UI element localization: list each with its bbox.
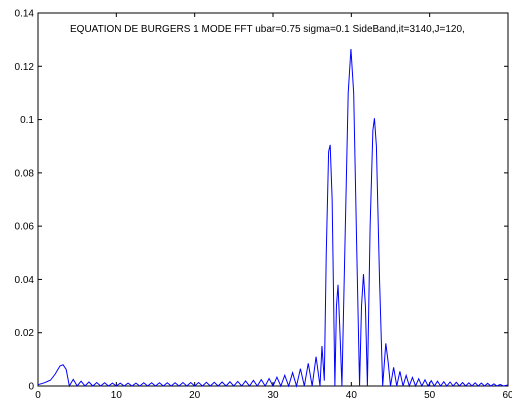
y-tick-label: 0 [28, 382, 34, 393]
x-tick-label: 10 [111, 390, 123, 401]
x-tick-label: 60 [502, 390, 512, 401]
y-tick-label: 0.08 [15, 168, 35, 179]
y-tick-label: 0.1 [20, 115, 34, 126]
y-tick-label: 0.12 [15, 62, 35, 73]
y-tick-label: 0.02 [15, 328, 35, 339]
y-tick-label: 0.14 [15, 9, 35, 20]
x-tick-label: 40 [346, 390, 358, 401]
axis-tick-labels: 0 10 20 30 40 50 60 0 0.02 0.04 0.06 0.08 0.1 0.12 0.1… [15, 9, 512, 402]
x-tick-label: 0 [35, 390, 41, 401]
chart-title: EQUATION DE BURGERS 1 MODE FFT ubar=0.75… [70, 24, 465, 35]
y-tick-label: 0.06 [15, 222, 35, 233]
x-tick-label: 30 [267, 390, 279, 401]
series-line [37, 48, 509, 388]
x-tick-label: 50 [424, 390, 436, 401]
plot-area [37, 12, 509, 387]
y-tick-label: 0.04 [15, 275, 35, 286]
x-tick-label: 20 [189, 390, 201, 401]
